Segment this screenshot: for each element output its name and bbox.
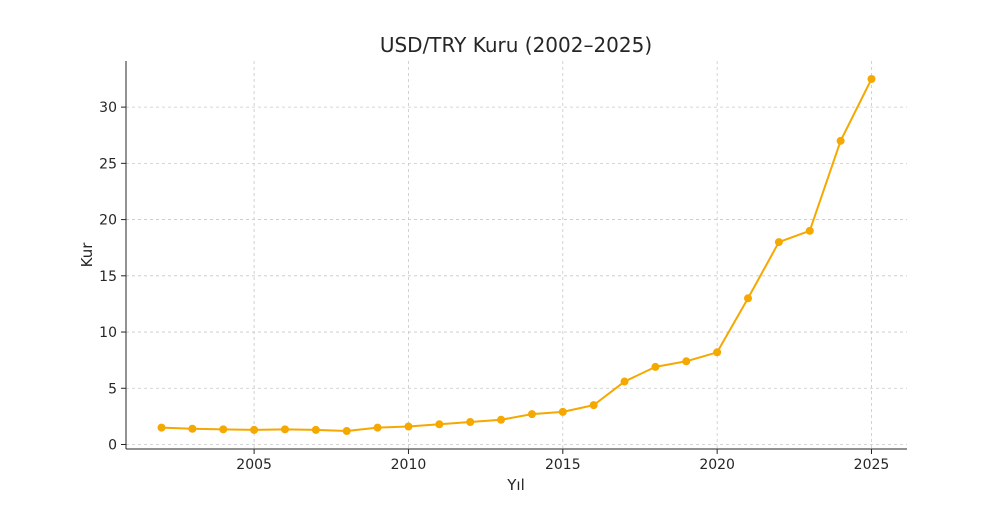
grid-lines xyxy=(126,61,907,449)
y-tick-label: 25 xyxy=(99,156,117,172)
y-tick-label: 15 xyxy=(99,269,117,285)
data-point xyxy=(774,238,783,247)
series-layer xyxy=(157,74,876,436)
data-point xyxy=(497,415,506,424)
y-axis-label: Kur xyxy=(78,242,96,268)
data-point xyxy=(836,136,845,145)
data-point xyxy=(620,377,629,386)
data-point xyxy=(713,348,722,357)
data-point xyxy=(250,425,259,434)
data-point xyxy=(558,407,567,416)
x-tick-label: 2005 xyxy=(236,457,272,473)
data-point xyxy=(805,226,814,235)
data-point xyxy=(219,425,228,434)
data-point xyxy=(311,425,320,434)
chart-title: USD/TRY Kuru (2002–2025) xyxy=(380,33,652,57)
data-point xyxy=(651,362,660,371)
y-tick-label: 20 xyxy=(99,213,117,229)
x-axis-label: Yıl xyxy=(506,476,525,494)
x-tick-label: 2020 xyxy=(699,457,735,473)
data-point xyxy=(157,423,166,432)
x-tick-label: 2025 xyxy=(854,457,890,473)
data-point xyxy=(435,420,444,429)
data-point xyxy=(280,425,289,434)
data-point xyxy=(527,410,536,419)
y-tick-label: 0 xyxy=(108,438,117,454)
y-tick-label: 5 xyxy=(108,381,117,397)
data-point xyxy=(867,74,876,83)
axes xyxy=(121,61,907,454)
data-point xyxy=(589,401,598,410)
series-line xyxy=(161,78,873,433)
y-tick-label: 30 xyxy=(99,100,117,116)
data-point xyxy=(188,424,197,433)
data-point xyxy=(682,357,691,366)
data-point xyxy=(342,427,351,436)
data-point xyxy=(373,423,382,432)
data-point xyxy=(404,422,413,431)
x-tick-label: 2015 xyxy=(545,457,581,473)
data-point xyxy=(744,294,753,303)
data-point xyxy=(466,418,475,427)
y-tick-label: 10 xyxy=(99,325,117,341)
x-tick-label: 2010 xyxy=(391,457,427,473)
